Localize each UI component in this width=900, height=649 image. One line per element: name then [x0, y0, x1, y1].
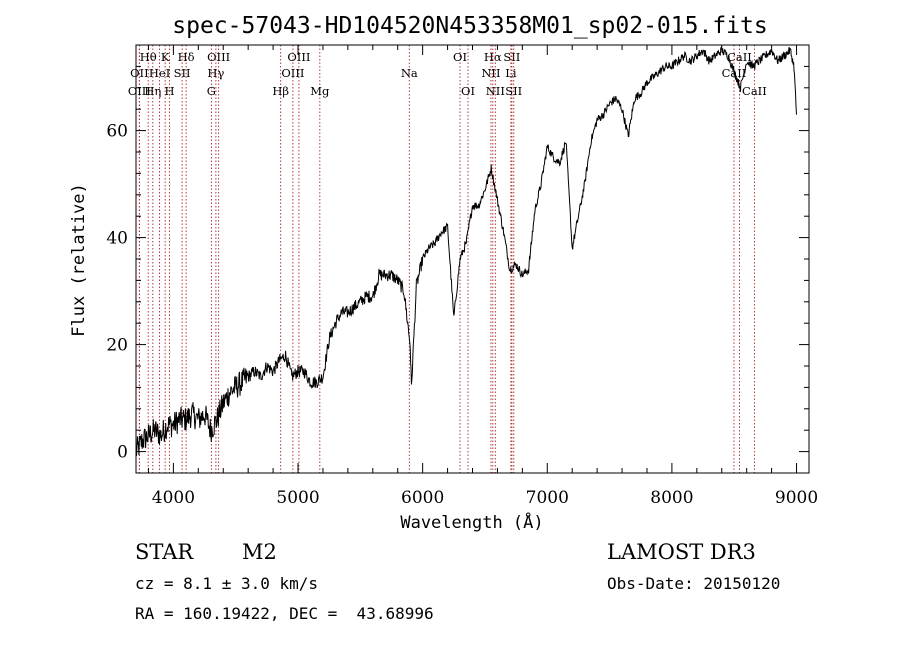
- spectral-line-label: OIII: [287, 50, 310, 64]
- spectrum-chart: spec-57043-HD104520N453358M01_sp02-015.f…: [69, 13, 818, 533]
- observation-date: Obs-Date: 20150120: [607, 574, 781, 593]
- spectral-line-label: OIII: [128, 84, 151, 98]
- spectral-line-label: OI: [453, 50, 467, 64]
- spectral-line-label: Hη: [144, 84, 161, 98]
- plot-frame: [135, 44, 810, 474]
- x-tick-label: 7000: [526, 488, 569, 508]
- spectral-line-label: SII: [174, 66, 191, 80]
- spectral-line-label: Mg: [310, 84, 330, 98]
- flux-series-line: [135, 45, 797, 456]
- x-tick-label: 9000: [775, 488, 818, 508]
- sky-coordinates: RA = 160.19422, DEC = 43.68996: [135, 604, 434, 623]
- object-subclass: M2: [242, 540, 277, 564]
- spectral-line-label: OIII: [281, 66, 304, 80]
- spectral-line-label: OI: [461, 84, 475, 98]
- spectral-line-label: SII: [503, 50, 520, 64]
- spectral-line-label: NII: [486, 84, 505, 98]
- spectral-line-label: NII: [481, 66, 500, 80]
- spectral-line-label: H: [165, 84, 175, 98]
- spectral-line-label: OIII: [207, 50, 230, 64]
- x-tick-label: 6000: [401, 488, 444, 508]
- spectral-line-label: Hβ: [272, 84, 289, 98]
- object-class: STAR: [135, 540, 194, 564]
- y-tick-label: 20: [106, 336, 128, 356]
- x-tick-label: 8000: [650, 488, 693, 508]
- spectral-line-label: Hθ: [140, 50, 157, 64]
- spectral-line-label: Hδ: [178, 50, 195, 64]
- y-axis-label: Flux (relative): [69, 183, 89, 337]
- spectral-line-label: Li: [505, 66, 517, 80]
- spectral-line-label: K: [161, 50, 170, 64]
- x-axis-label: Wavelength (Å): [400, 511, 543, 533]
- spectral-line-label: CaII: [742, 84, 767, 98]
- spectral-line-label: SII: [505, 84, 522, 98]
- spectral-line-label: G: [207, 84, 216, 98]
- spectral-line-label: HeI: [149, 66, 170, 80]
- axis-ticks: 4000 5000 6000 7000 8000 9000 0 20 40 60: [106, 44, 818, 508]
- survey-name: LAMOST DR3: [607, 540, 756, 564]
- chart-title: spec-57043-HD104520N453358M01_sp02-015.f…: [172, 13, 767, 39]
- x-tick-label: 5000: [276, 488, 319, 508]
- x-tick-label: 4000: [152, 488, 195, 508]
- spectral-line-label: Hγ: [207, 66, 224, 80]
- y-tick-label: 60: [106, 122, 128, 142]
- y-tick-label: 0: [117, 443, 128, 463]
- spectral-line-label: CaII: [727, 50, 752, 64]
- redshift-value: cz = 8.1 ± 3.0 km/s: [135, 574, 319, 593]
- y-tick-label: 40: [106, 229, 128, 249]
- spectral-line-label: Na: [401, 66, 418, 80]
- spectral-line-label: Hα: [484, 50, 502, 64]
